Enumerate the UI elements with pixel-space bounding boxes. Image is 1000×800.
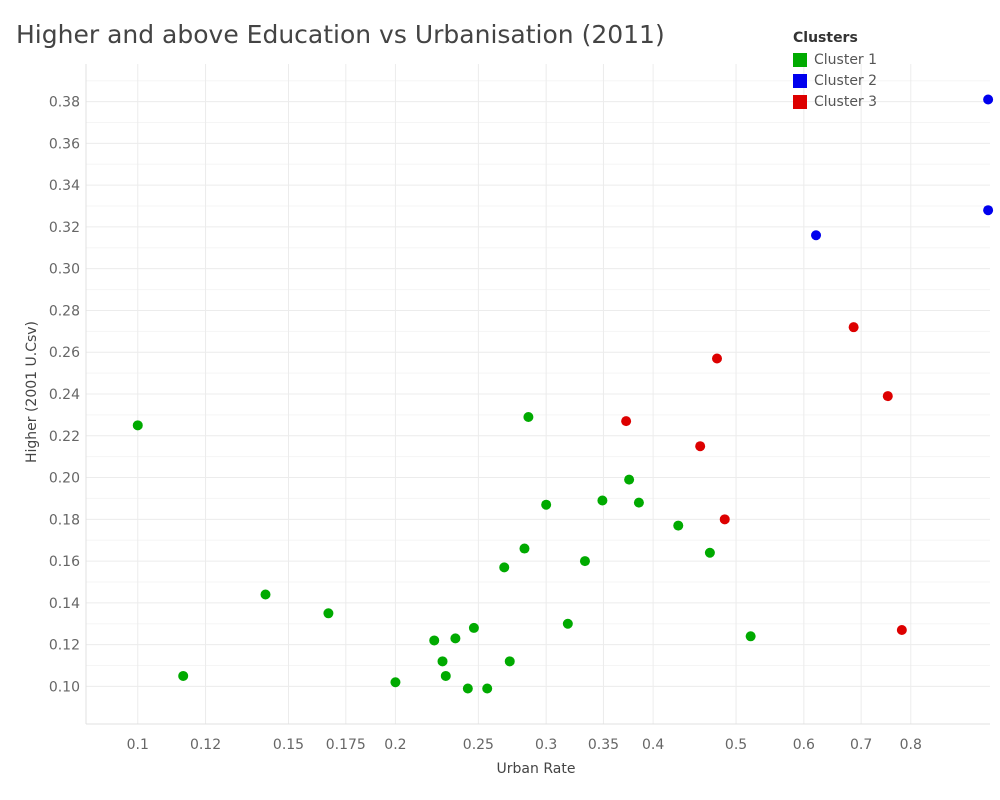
- data-point-cluster-1[interactable]: [745, 631, 756, 642]
- legend-label-cluster-2: Cluster 2: [814, 72, 878, 89]
- legend-item-cluster-3[interactable]: Cluster 3: [793, 91, 877, 112]
- data-point-cluster-1[interactable]: [673, 520, 684, 531]
- data-point-cluster-1[interactable]: [633, 497, 644, 508]
- y-tick-label: 0.12: [49, 638, 80, 654]
- x-tick-label: 0.4: [642, 737, 664, 753]
- axes: [85, 64, 990, 725]
- data-point-cluster-1[interactable]: [579, 556, 590, 567]
- x-axis-label: Urban Rate: [496, 761, 576, 777]
- data-point-cluster-1[interactable]: [504, 656, 515, 667]
- data-points: [132, 94, 994, 694]
- data-point-cluster-1[interactable]: [462, 683, 473, 694]
- chart-title: Higher and above Education vs Urbanisati…: [16, 20, 665, 49]
- y-tick-label: 0.20: [49, 471, 80, 487]
- y-tick-label: 0.16: [49, 554, 80, 570]
- data-point-cluster-1[interactable]: [562, 618, 573, 629]
- y-tick-label: 0.36: [49, 136, 80, 152]
- y-axis-label: Higher (2001 U.Csv): [24, 320, 40, 464]
- data-point-cluster-1[interactable]: [440, 670, 451, 681]
- data-point-cluster-1[interactable]: [468, 622, 479, 633]
- y-tick-label: 0.38: [49, 95, 80, 111]
- data-point-cluster-3[interactable]: [695, 441, 706, 452]
- tick-labels: 0.10 0.12 0.14 0.16 0.18 0.20 0.22 0.24 0.26 0.28…: [49, 95, 922, 753]
- data-point-cluster-1[interactable]: [390, 677, 401, 688]
- legend-label-cluster-1: Cluster 1: [814, 51, 878, 68]
- y-tick-label: 0.22: [49, 429, 80, 445]
- y-tick-label: 0.10: [49, 679, 80, 695]
- legend-item-cluster-2[interactable]: Cluster 2: [793, 70, 877, 91]
- x-tick-label: 0.2: [384, 737, 406, 753]
- legend-title: Clusters: [793, 30, 858, 46]
- x-tick-label: 0.5: [725, 737, 747, 753]
- x-tick-label: 0.1: [127, 737, 149, 753]
- data-point-cluster-3[interactable]: [882, 391, 893, 402]
- data-point-cluster-2[interactable]: [983, 205, 994, 216]
- data-point-cluster-1[interactable]: [499, 562, 510, 573]
- data-point-cluster-1[interactable]: [704, 547, 715, 558]
- data-point-cluster-1[interactable]: [437, 656, 448, 667]
- y-tick-label: 0.32: [49, 220, 80, 236]
- data-point-cluster-1[interactable]: [260, 589, 271, 600]
- data-point-cluster-1[interactable]: [482, 683, 493, 694]
- data-point-cluster-3[interactable]: [711, 353, 722, 364]
- data-point-cluster-3[interactable]: [848, 322, 859, 333]
- data-point-cluster-2[interactable]: [983, 94, 994, 105]
- data-point-cluster-3[interactable]: [896, 625, 907, 636]
- data-point-cluster-1[interactable]: [523, 411, 534, 422]
- legend: Clusters Cluster 1 Cluster 2 Cluster 3: [793, 30, 877, 112]
- x-tick-label: 0.25: [463, 737, 494, 753]
- data-point-cluster-1[interactable]: [323, 608, 334, 619]
- y-tick-label: 0.30: [49, 262, 80, 278]
- y-tick-label: 0.34: [49, 178, 80, 194]
- y-tick-label: 0.26: [49, 345, 80, 361]
- y-tick-label: 0.24: [49, 387, 80, 403]
- legend-label-cluster-3: Cluster 3: [814, 93, 878, 110]
- legend-swatch-cluster-3: [793, 94, 807, 109]
- y-tick-label: 0.18: [49, 512, 80, 528]
- x-tick-label: 0.6: [793, 737, 815, 753]
- data-point-cluster-3[interactable]: [621, 416, 632, 427]
- legend-swatch-cluster-2: [793, 73, 807, 88]
- data-point-cluster-1[interactable]: [597, 495, 608, 506]
- x-tick-label: 0.7: [850, 737, 872, 753]
- data-point-cluster-1[interactable]: [450, 633, 461, 644]
- data-point-cluster-1[interactable]: [541, 499, 552, 510]
- data-point-cluster-1[interactable]: [429, 635, 440, 646]
- x-tick-label: 0.12: [190, 737, 221, 753]
- x-tick-label: 0.15: [273, 737, 304, 753]
- grid-lines: [86, 64, 990, 724]
- y-tick-label: 0.28: [49, 303, 80, 319]
- data-point-cluster-2[interactable]: [811, 230, 822, 241]
- x-tick-label: 0.175: [326, 737, 366, 753]
- y-tick-label: 0.14: [49, 596, 80, 612]
- data-point-cluster-1[interactable]: [132, 420, 143, 431]
- x-tick-label: 0.8: [900, 737, 922, 753]
- data-point-cluster-1[interactable]: [624, 474, 635, 485]
- x-tick-label: 0.3: [535, 737, 557, 753]
- data-point-cluster-3[interactable]: [719, 514, 730, 525]
- data-point-cluster-1[interactable]: [178, 670, 189, 681]
- legend-item-cluster-1[interactable]: Cluster 1: [793, 49, 877, 70]
- x-tick-label: 0.35: [588, 737, 619, 753]
- legend-swatch-cluster-1: [793, 52, 807, 67]
- data-point-cluster-1[interactable]: [519, 543, 530, 554]
